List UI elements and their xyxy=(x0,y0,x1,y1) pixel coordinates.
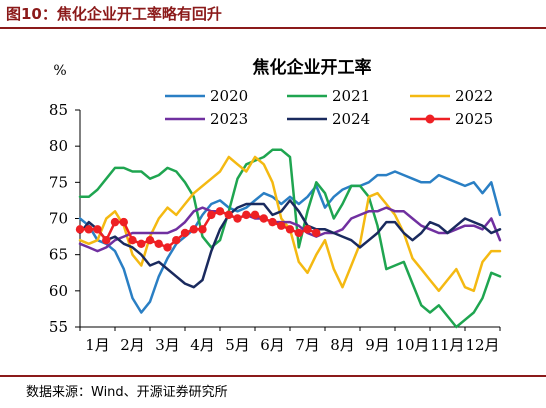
series-line-2021 xyxy=(78,148,502,329)
series-line-2025 xyxy=(78,210,318,249)
series-point-2025 xyxy=(242,210,251,220)
y-tick-label: 85 xyxy=(49,101,68,119)
x-tick-label: 9月 xyxy=(365,336,390,354)
series-point-2025 xyxy=(180,228,190,238)
x-tick-label: 6月 xyxy=(260,336,285,354)
y-tick-label: 65 xyxy=(49,246,68,264)
series-point-2025 xyxy=(75,225,85,234)
legend-label-2021: 2021 xyxy=(332,87,370,105)
series-point-2025 xyxy=(154,239,163,249)
series-point-2025 xyxy=(303,225,312,234)
series-point-2025 xyxy=(137,239,146,249)
x-tick-label: 8月 xyxy=(330,336,355,354)
x-tick-label: 10月 xyxy=(395,336,429,354)
series-point-2025 xyxy=(128,236,137,245)
series-point-2025 xyxy=(312,228,321,238)
series-point-2025 xyxy=(207,210,216,220)
series-point-2025 xyxy=(250,210,260,220)
series-line-2023 xyxy=(78,206,502,253)
series-point-2025 xyxy=(189,225,198,234)
x-tick-label: 4月 xyxy=(190,336,215,354)
legend-label-2020: 2020 xyxy=(210,87,248,105)
series-point-2025 xyxy=(215,207,225,216)
source-rule xyxy=(0,375,546,377)
y-tick-label: 70 xyxy=(49,210,68,228)
series-point-2025 xyxy=(277,221,286,230)
series-point-2025 xyxy=(285,225,295,234)
title-rule xyxy=(0,27,546,29)
y-tick-label: 60 xyxy=(49,282,68,300)
series-point-2025 xyxy=(233,214,242,223)
series-point-2025 xyxy=(268,217,277,227)
series-point-2025 xyxy=(198,225,207,234)
series-point-2025 xyxy=(110,217,120,227)
x-tick-label: 1月 xyxy=(85,336,110,354)
series-point-2025 xyxy=(294,228,303,238)
series-point-2025 xyxy=(84,225,93,234)
x-tick-label: 11月 xyxy=(430,336,464,354)
source-note: 数据来源：Wind、开源证券研究所 xyxy=(26,385,228,400)
x-tick-label: 5月 xyxy=(225,336,250,354)
legend-label-2022: 2022 xyxy=(455,87,493,105)
x-tick-label: 3月 xyxy=(155,336,180,354)
series-point-2025 xyxy=(259,214,268,223)
y-axis-unit: % xyxy=(53,63,66,79)
series-point-2025 xyxy=(224,210,233,220)
y-tick-label: 80 xyxy=(49,137,68,155)
x-tick-label: 12月 xyxy=(465,336,499,354)
x-tick-label: 2月 xyxy=(120,336,145,354)
axes: 55 60 65 70 75 80 85 1月 2月 3月 4月 5月 6月 7月 8月 9月 10月 11月 12… xyxy=(49,101,501,354)
series-line-2020 xyxy=(78,170,502,314)
series-point-2025 xyxy=(102,236,111,245)
legend-label-2024: 2024 xyxy=(332,110,370,128)
legend: 2020 2021 2022 2023 2024 2025 xyxy=(165,87,493,128)
series-point-2025 xyxy=(172,236,181,245)
y-tick-label: 75 xyxy=(49,173,68,191)
series-point-2025 xyxy=(93,225,102,234)
chart-title: 焦化企业开工率 xyxy=(252,57,372,78)
series-point-2025 xyxy=(163,243,172,252)
series-point-2025 xyxy=(145,236,155,245)
x-tick-label: 7月 xyxy=(295,336,320,354)
series-layer xyxy=(75,148,502,329)
legend-marker-2025 xyxy=(425,114,435,124)
y-tick-label: 55 xyxy=(49,318,68,336)
legend-label-2023: 2023 xyxy=(210,110,248,128)
figure-title: 图10：焦化企业开工率略有回升 xyxy=(6,5,222,23)
legend-label-2025: 2025 xyxy=(455,110,493,128)
series-line-2024 xyxy=(78,199,502,289)
series-point-2025 xyxy=(119,217,128,227)
